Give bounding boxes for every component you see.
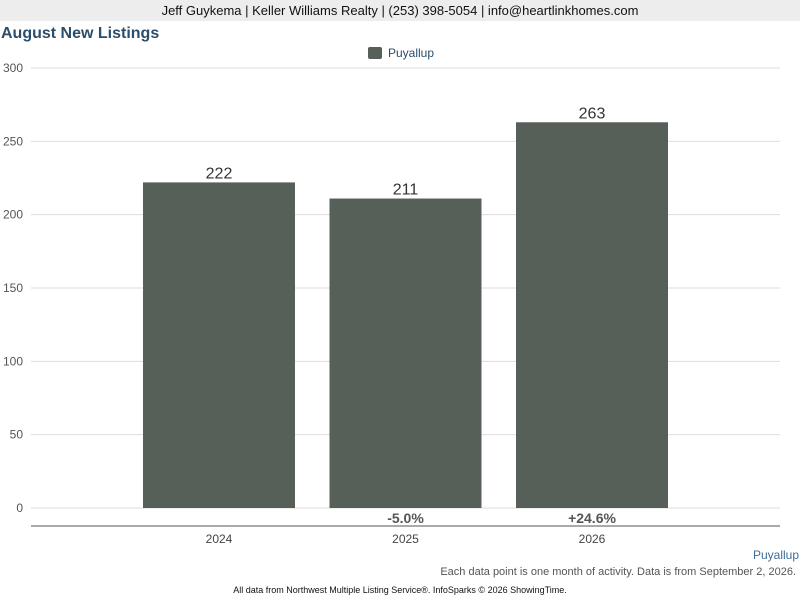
change-label: -5.0% [387,510,424,526]
legend-label: Puyallup [388,46,435,60]
data-source-footer: All data from Northwest Multiple Listing… [233,585,567,595]
bar-value-label: 263 [579,105,606,122]
chart-legend[interactable]: Puyallup [368,46,434,60]
x-tick-label: 2025 [392,532,419,546]
bar [516,122,668,509]
y-tick-label: 150 [3,281,23,295]
y-tick-label: 0 [16,501,23,515]
bar-chart: 0 50 100 150 200 250 300 222 2024 211 -5.0% 2025 263… [3,61,780,546]
x-tick-label: 2024 [206,532,233,546]
chart-title: August New Listings [1,25,160,42]
contact-header: Jeff Guykema | Keller Williams Realty | … [0,0,800,21]
data-note: Each data point is one month of activity… [440,566,796,578]
y-tick-label: 200 [3,208,23,222]
y-tick-label: 250 [3,134,23,148]
x-tick-label: 2026 [579,532,606,546]
bar [329,198,482,509]
y-tick-label: 50 [10,428,24,442]
bar-value-label: 211 [393,182,419,199]
change-label: +24.6% [568,510,616,526]
legend-swatch [368,47,382,59]
bar [143,182,295,508]
region-label[interactable]: Puyallup [752,548,799,562]
y-tick-label: 300 [3,61,23,75]
bar-value-label: 222 [206,165,233,182]
y-tick-label: 100 [3,354,23,368]
